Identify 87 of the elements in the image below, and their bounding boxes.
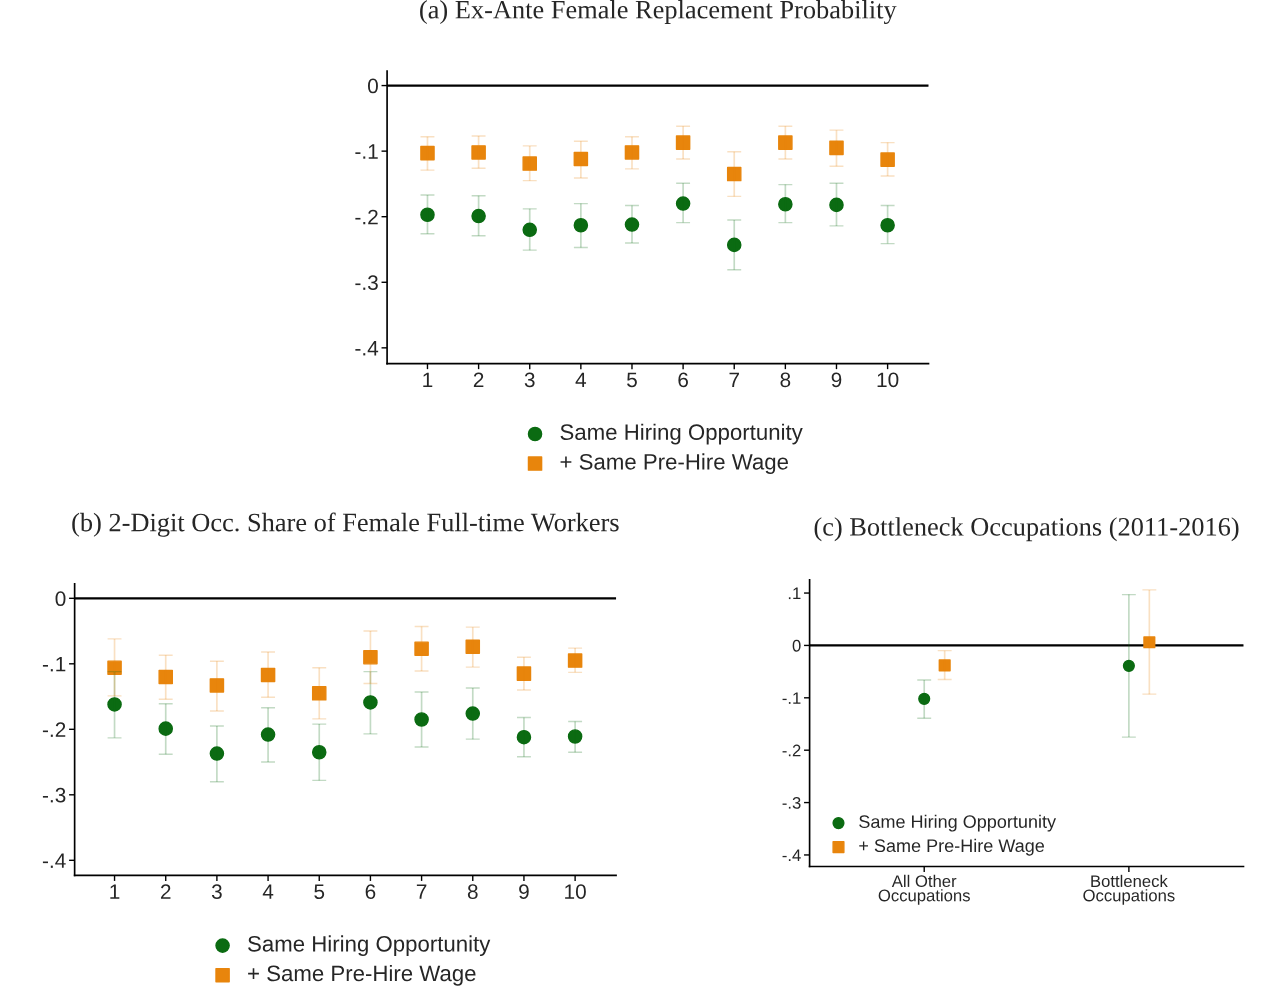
point [311, 686, 327, 701]
y-tick-label: -.3 [782, 796, 801, 809]
point [209, 746, 225, 761]
point [414, 712, 429, 727]
y-tick-label: -.1 [42, 657, 66, 672]
legend-label: + Same Pre-Hire Wage [560, 453, 788, 475]
point [311, 744, 327, 760]
x-tick-label: 7 [729, 372, 739, 388]
y-tick-label: 0 [367, 78, 378, 94]
point [726, 166, 742, 182]
x-tick-label: 1 [423, 372, 433, 388]
x-tick-label: 2 [160, 884, 171, 899]
legend-label: + Same Pre-Hire Wage [248, 964, 476, 986]
y-tick-label: -.1 [782, 692, 801, 704]
point [158, 721, 174, 736]
x-tick-label: 5 [314, 884, 325, 899]
x-tick-label: 6 [678, 372, 688, 388]
point [209, 678, 225, 693]
point [522, 156, 538, 171]
point [471, 145, 486, 160]
point [726, 237, 742, 253]
x-tick-label: 6 [365, 884, 376, 899]
chart-title: (b) 2-Digit Occ. Share of Female Full-time Workers [72, 512, 619, 537]
point [158, 669, 174, 685]
x-tick-label: All Other Occupations [878, 874, 970, 905]
point [363, 695, 378, 710]
x-tick-label: 10 [877, 372, 899, 388]
x-tick-label: 5 [627, 372, 637, 388]
y-tick-label: -.1 [355, 144, 378, 159]
x-tick-label: 10 [565, 884, 586, 899]
y-tick-label: 0 [55, 591, 66, 607]
point [471, 208, 486, 224]
point [107, 660, 122, 676]
x-tick-label: 7 [416, 884, 427, 899]
point [522, 222, 538, 238]
y-tick-label: -.4 [355, 341, 379, 356]
legend-label: Same Hiring Opportunity [248, 935, 491, 957]
point [573, 151, 589, 167]
point [675, 135, 691, 150]
legend-label: Same Hiring Opportunity [560, 423, 803, 445]
point [465, 639, 481, 655]
point [516, 729, 532, 745]
y-tick-label: .1 [788, 587, 801, 600]
x-tick-label: 8 [467, 884, 478, 899]
chart-title: (c) Bottleneck Occupations (2011-2016) [814, 517, 1239, 542]
y-tick-label: -.4 [782, 849, 801, 861]
chart-title: (a) Ex-Ante Female Replacement Probability [420, 0, 897, 25]
point [420, 207, 435, 223]
point [880, 152, 895, 167]
y-tick-label: -.3 [355, 275, 378, 291]
point [465, 706, 481, 721]
x-tick-label: 3 [524, 372, 535, 388]
point [675, 196, 691, 211]
point [624, 145, 640, 160]
y-tick-label: -.2 [782, 744, 801, 757]
point [420, 145, 435, 161]
point [880, 217, 895, 233]
point [829, 197, 844, 213]
point [567, 653, 583, 668]
y-tick-label: -.3 [42, 787, 66, 803]
x-tick-label: 3 [211, 884, 222, 899]
point [107, 697, 122, 712]
y-tick-label: -.4 [42, 853, 66, 868]
point [516, 666, 532, 681]
x-tick-label: 9 [519, 884, 529, 899]
x-tick-label: 9 [831, 372, 842, 388]
point [260, 727, 276, 742]
point [260, 667, 276, 683]
x-tick-label: 2 [473, 372, 484, 388]
x-tick-label: Bottleneck Occupations [1083, 874, 1175, 905]
point [829, 140, 844, 156]
x-tick-label: 4 [575, 372, 587, 388]
point [573, 217, 589, 233]
y-tick-label: 0 [792, 639, 801, 652]
point [363, 649, 378, 665]
point [778, 135, 793, 150]
point [778, 196, 793, 212]
point [414, 641, 429, 657]
x-tick-label: 1 [110, 884, 120, 899]
y-tick-label: -.2 [355, 209, 378, 225]
x-tick-label: 8 [780, 372, 791, 388]
legend-label: + Same Pre-Hire Wage [859, 838, 1045, 856]
x-tick-label: 4 [262, 884, 274, 899]
y-tick-label: -.2 [42, 722, 66, 737]
legend-label: Same Hiring Opportunity [859, 814, 1057, 832]
point [567, 729, 583, 744]
point [624, 217, 640, 232]
